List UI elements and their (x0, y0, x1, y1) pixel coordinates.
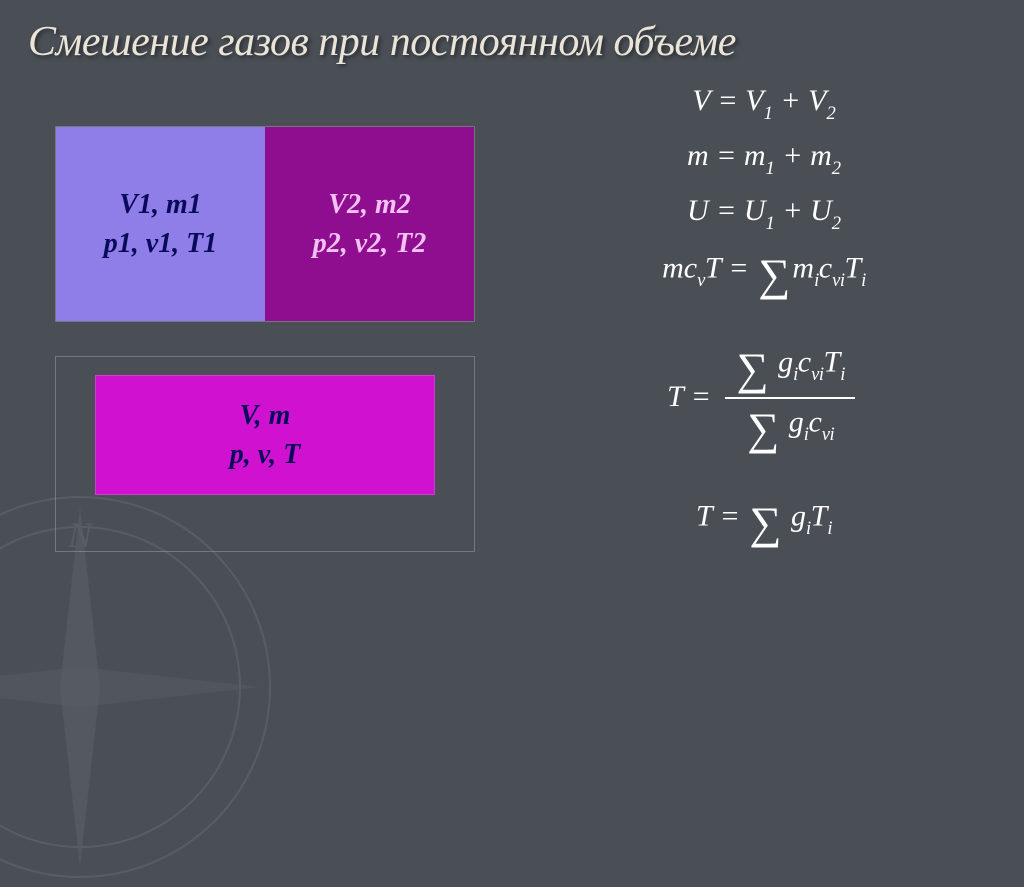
eq-volume: V = V1 + V2 (554, 84, 974, 123)
before-mixing-row: V1, m1 p1, v1, T1 V2, m2 p2, v2, T2 (55, 126, 475, 322)
page-title: Смешение газов при постоянном объеме (0, 0, 1024, 66)
box1-line2: p1, v1, T1 (104, 224, 218, 263)
box1-line1: V1, m1 (119, 185, 201, 224)
box2-line2: p2, v2, T2 (313, 224, 427, 263)
equations-col: V = V1 + V2 m = m1 + m2 U = U1 + U2 mcvT… (554, 84, 974, 565)
gas-box-1: V1, m1 p1, v1, T1 (56, 127, 265, 321)
eq-energy: U = U1 + U2 (554, 194, 974, 233)
eq-T-sum: T = ∑ giTi (554, 497, 974, 549)
after-mixing-wrap: V, m p, v, T (55, 356, 475, 552)
eq-mass: m = m1 + m2 (554, 139, 974, 178)
box3-line2: p, v, T (230, 435, 301, 474)
gas-box-2: V2, m2 p2, v2, T2 (265, 127, 474, 321)
eq-mcvt: mcvT = ∑micviTi (554, 249, 974, 301)
box3-line1: V, m (240, 396, 291, 435)
box2-line1: V2, m2 (328, 185, 410, 224)
diagram-left: V1, m1 p1, v1, T1 V2, m2 p2, v2, T2 V, m… (55, 126, 475, 552)
content-area: V1, m1 p1, v1, T1 V2, m2 p2, v2, T2 V, m… (0, 66, 1024, 753)
eq-T-fraction: T = ∑ gicviTi ∑ gicvi (554, 343, 974, 455)
gas-box-mixed: V, m p, v, T (95, 375, 435, 495)
